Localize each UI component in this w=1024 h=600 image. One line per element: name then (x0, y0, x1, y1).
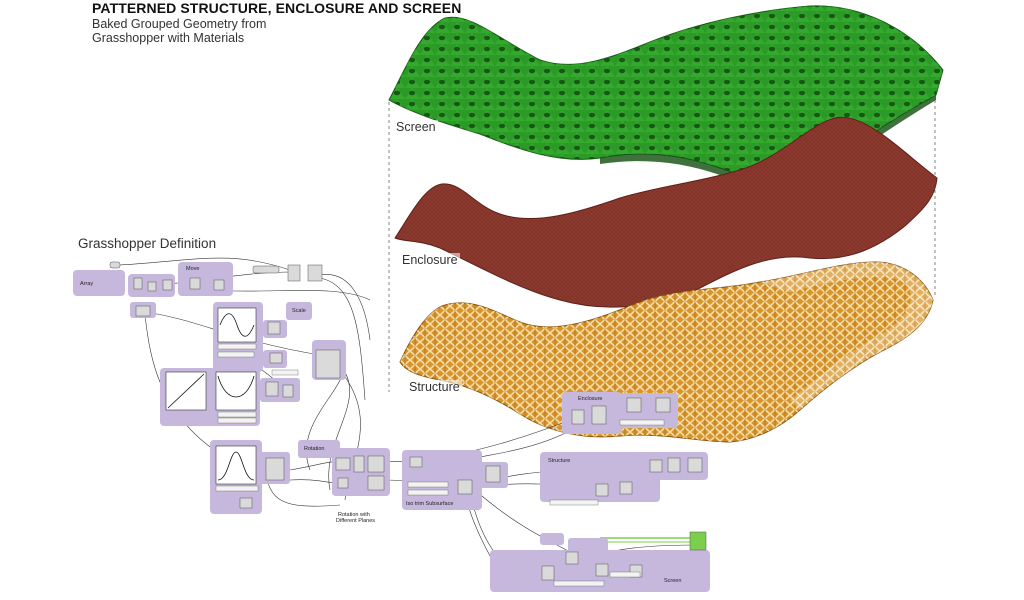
enclosure-surface (394, 116, 938, 308)
group-label-screen: Screen (664, 578, 682, 584)
node (162, 279, 173, 291)
node (335, 457, 351, 471)
node (239, 497, 253, 509)
group-label-move: Move (186, 266, 200, 272)
node (269, 352, 283, 364)
node (667, 457, 681, 473)
node (457, 479, 473, 495)
panel (215, 485, 259, 492)
group-array (73, 270, 125, 296)
panel (549, 499, 599, 506)
node (571, 409, 585, 425)
page-title: PATTERNED STRUCTURE, ENCLOSURE AND SCREE… (92, 0, 462, 16)
group-label-rotation: Rotation (304, 446, 325, 452)
structure-surface (399, 261, 934, 443)
page-subtitle-line1: Baked Grouped Geometry from (92, 17, 267, 31)
node (189, 277, 201, 290)
panel (217, 417, 257, 424)
node (213, 279, 225, 291)
panel (553, 580, 605, 587)
structure-label: Structure (407, 380, 462, 394)
node (282, 384, 294, 398)
node (287, 264, 301, 282)
panel (217, 343, 257, 350)
node (591, 405, 607, 425)
page-subtitle-line2: Grasshopper with Materials (92, 31, 245, 45)
graph-mappers (165, 307, 257, 485)
node (409, 456, 423, 468)
node (135, 305, 151, 317)
enclosure-label: Enclosure (400, 253, 460, 267)
panel (407, 481, 449, 488)
panel (407, 489, 449, 496)
node (353, 455, 365, 473)
definition-title: Grasshopper Definition (78, 236, 217, 251)
node (252, 265, 280, 274)
panel (271, 369, 299, 376)
node (367, 475, 385, 491)
group-scale-label (286, 302, 312, 320)
definition-nodes (109, 261, 707, 581)
node (315, 349, 341, 379)
group-label-scale: Scale (292, 308, 306, 314)
node (337, 477, 349, 489)
definition-panels (215, 343, 665, 587)
rotation-note-line2: Different Planes (336, 518, 376, 524)
projection-lines (388, 100, 936, 392)
node (267, 321, 281, 335)
panel (619, 419, 665, 426)
node (687, 457, 703, 473)
node (649, 459, 663, 473)
group-label-structure: Structure (548, 458, 571, 464)
node (485, 465, 501, 483)
node (626, 397, 642, 413)
node (619, 481, 633, 495)
node (655, 397, 671, 413)
group-label-array: Array (80, 281, 94, 287)
node (109, 261, 121, 269)
group-screen-a (540, 533, 564, 545)
node (595, 483, 609, 497)
screen-label: Screen (394, 120, 438, 134)
group-label-subsurface: Iso trim Subsurface (406, 501, 454, 507)
node (133, 277, 143, 290)
node (595, 563, 609, 577)
node (307, 264, 323, 282)
node (565, 551, 579, 565)
panel (217, 411, 257, 418)
node (147, 281, 157, 292)
node (367, 455, 385, 473)
node (265, 457, 285, 481)
rotation-note-line1: Rotation with (338, 512, 370, 518)
group-label-enclosure: Enclosure (578, 396, 603, 402)
node (265, 381, 279, 397)
parabola-graph (215, 371, 257, 411)
panel (217, 351, 255, 358)
group-rotation-label (298, 440, 340, 458)
node (541, 565, 555, 581)
panel (609, 571, 641, 578)
node (689, 531, 707, 551)
